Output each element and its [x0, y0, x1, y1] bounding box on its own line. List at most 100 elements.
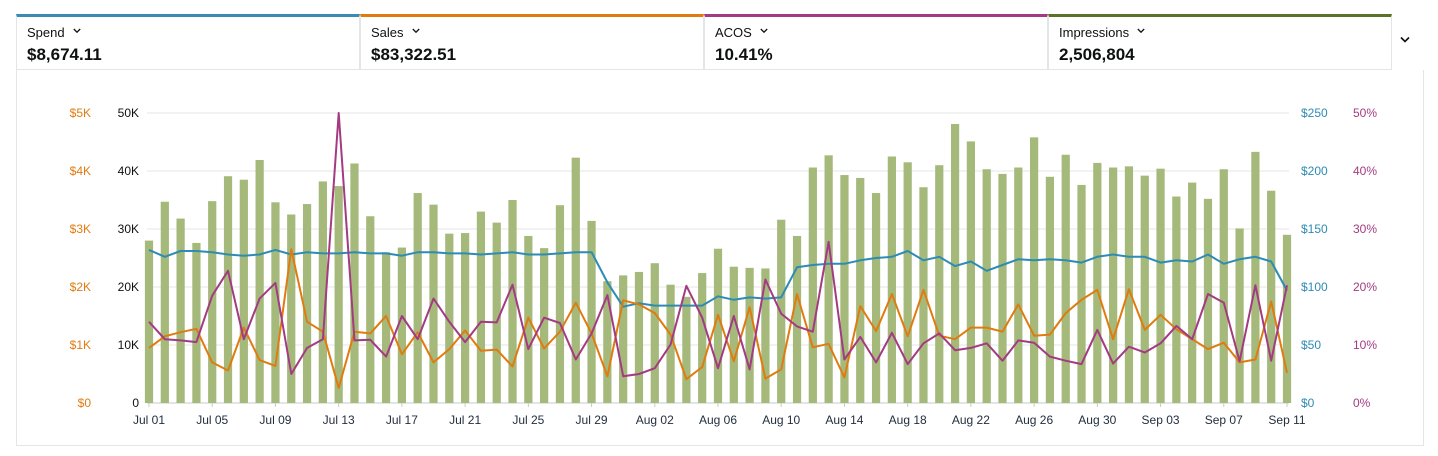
impressions-bar	[808, 167, 817, 403]
impressions-bar	[935, 165, 944, 403]
spend-axis-tick: $0	[1301, 396, 1315, 410]
impressions-bar	[381, 252, 391, 403]
sales-axis-tick: $2K	[70, 280, 91, 294]
metric-tiles: Spend $8,674.11 Sales $83,322.51 ACOS 10.41% I…	[16, 14, 1392, 70]
impressions-bar	[192, 242, 201, 403]
x-axis-tick: Jul 13	[323, 413, 355, 427]
impressions-bar	[350, 163, 359, 403]
chevron-down-icon	[411, 28, 420, 34]
impressions-bar	[540, 248, 549, 403]
x-axis-tick: Aug 06	[699, 413, 737, 427]
spend-line	[148, 248, 1288, 308]
metric-label: ACOS	[715, 25, 752, 40]
impressions-axis-tick: 50K	[118, 106, 139, 120]
metric-dropdown[interactable]: Impressions	[1059, 25, 1145, 40]
metric-label: Sales	[371, 25, 404, 40]
impressions-bar	[619, 275, 628, 403]
impressions-bar	[571, 157, 580, 403]
impressions-axis-tick: 0	[132, 396, 139, 410]
x-axis-tick: Jul 29	[576, 413, 608, 427]
impressions-bar	[634, 271, 644, 403]
impressions-bar	[887, 156, 896, 403]
sales-line	[148, 248, 1288, 389]
x-axis-tick: Jul 17	[386, 413, 418, 427]
spend-axis-tick: $100	[1301, 280, 1328, 294]
metric-dropdown[interactable]: Sales	[371, 25, 420, 40]
impressions-bar	[1203, 198, 1213, 403]
x-axis-tick: Aug 30	[1078, 413, 1116, 427]
impressions-bar	[461, 233, 470, 403]
metric-tile-impressions[interactable]: Impressions 2,506,804	[1048, 14, 1392, 70]
impressions-bar	[966, 141, 975, 404]
impressions-bar	[824, 155, 833, 403]
impressions-bar	[1093, 162, 1102, 403]
x-axis-tick: Sep 07	[1205, 413, 1243, 427]
impressions-bar	[223, 176, 233, 403]
metric-tile-acos[interactable]: ACOS 10.41%	[704, 14, 1048, 70]
impressions-axis-tick: 20K	[118, 280, 139, 294]
impressions-axis-tick: 30K	[118, 222, 139, 236]
metric-value: $83,322.51	[371, 45, 457, 64]
impressions-bar	[1140, 175, 1149, 403]
x-axis-tick: Aug 22	[952, 413, 990, 427]
x-axis-tick: Jul 09	[259, 413, 291, 427]
sales-axis-tick: $5K	[70, 106, 91, 120]
impressions-bar	[856, 177, 865, 403]
impressions-bar	[998, 173, 1007, 403]
metric-dropdown[interactable]: Spend	[27, 25, 81, 40]
impressions-bar	[1077, 184, 1086, 403]
acos-axis-tick: 40%	[1353, 164, 1377, 178]
sales-axis-tick: $3K	[70, 222, 91, 236]
impressions-bar	[302, 204, 312, 403]
impressions-bar	[903, 162, 912, 403]
impressions-bar	[1109, 167, 1118, 403]
sales-axis-tick: $4K	[70, 164, 91, 178]
expand-button[interactable]	[1386, 14, 1426, 69]
impressions-bar	[334, 186, 343, 403]
x-axis-tick: Jul 01	[133, 413, 165, 427]
impressions-bar	[761, 268, 770, 403]
impressions-bar	[429, 204, 438, 403]
impressions-bar	[745, 267, 754, 403]
metric-label: Spend	[27, 25, 65, 40]
metric-tile-spend[interactable]: Spend $8,674.11	[16, 14, 360, 70]
impressions-bar	[413, 193, 422, 403]
sales-axis-tick: $1K	[70, 338, 91, 352]
acos-axis-tick: 20%	[1353, 280, 1377, 294]
impressions-bar	[1188, 182, 1197, 403]
metric-label: Impressions	[1059, 25, 1130, 40]
impressions-bar	[1156, 168, 1165, 403]
acos-axis-tick: 10%	[1353, 338, 1377, 352]
impressions-bar	[950, 124, 960, 403]
impressions-bar	[1124, 166, 1134, 403]
chevron-down-icon	[1400, 36, 1410, 43]
impressions-bar	[555, 205, 565, 403]
metric-value: 2,506,804	[1059, 45, 1135, 64]
impressions-bar	[160, 201, 169, 403]
impressions-bar	[982, 169, 991, 403]
impressions-bar	[603, 281, 612, 403]
impressions-bar	[476, 211, 486, 403]
impressions-bar	[1267, 190, 1276, 403]
metric-dropdown[interactable]: ACOS	[715, 25, 768, 40]
chevron-down-icon	[72, 28, 81, 34]
metric-value: 10.41%	[715, 45, 773, 64]
impressions-bar	[1045, 176, 1055, 403]
spend-axis-tick: $200	[1301, 164, 1328, 178]
impressions-bar	[713, 248, 723, 403]
impressions-bar	[777, 219, 786, 403]
impressions-bar	[1061, 154, 1070, 403]
impressions-bar	[587, 220, 596, 403]
x-axis-tick: Sep 03	[1142, 413, 1180, 427]
spend-axis-tick: $150	[1301, 222, 1328, 236]
impressions-bar	[729, 266, 738, 403]
x-axis-tick: Aug 02	[636, 413, 674, 427]
impressions-bar	[287, 214, 296, 403]
chart-panel: $0 $1K $2K $3K $4K $5K 0 10K 20K 30K 40K 50K $0 $50 $1…	[16, 70, 1424, 446]
acos-axis-tick: 50%	[1353, 106, 1377, 120]
impressions-bar	[1172, 196, 1181, 403]
impressions-bar	[508, 200, 517, 403]
metric-tile-sales[interactable]: Sales $83,322.51	[360, 14, 704, 70]
impressions-bar	[318, 181, 327, 403]
impressions-bar	[271, 202, 280, 403]
